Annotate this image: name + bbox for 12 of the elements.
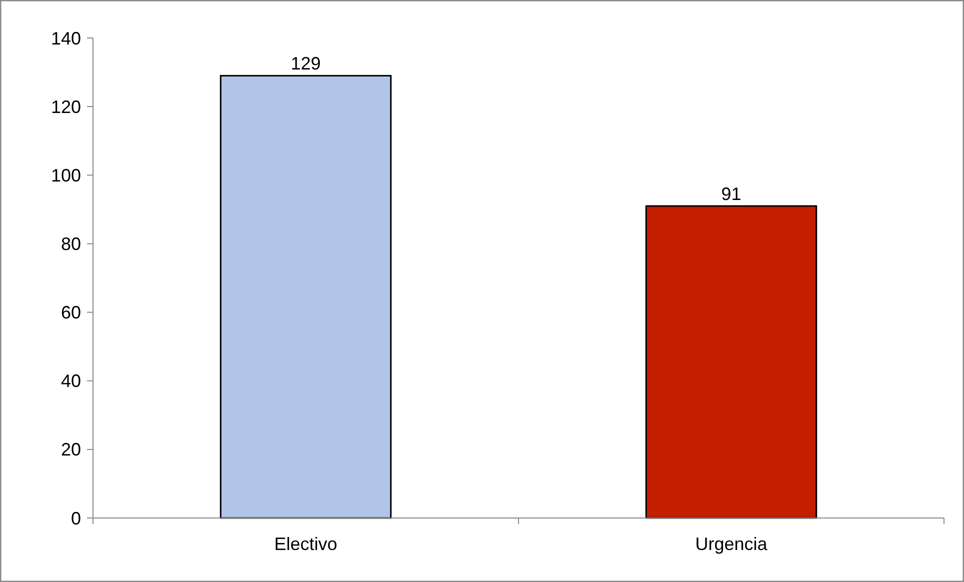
- y-tick-label: 60: [60, 302, 81, 323]
- data-label: 129: [290, 54, 321, 74]
- y-tick-label: 100: [50, 165, 81, 186]
- x-tick-label: Electivo: [274, 534, 338, 554]
- x-tick-label: Urgencia: [695, 534, 768, 554]
- data-label: 91: [721, 184, 742, 204]
- y-tick-label: 140: [50, 28, 81, 48]
- y-tick-label: 40: [60, 371, 81, 392]
- y-tick-label: 120: [50, 96, 81, 117]
- y-tick-label: 0: [70, 508, 81, 528]
- y-tick-label: 20: [60, 440, 81, 460]
- y-tick-label: 80: [60, 234, 81, 254]
